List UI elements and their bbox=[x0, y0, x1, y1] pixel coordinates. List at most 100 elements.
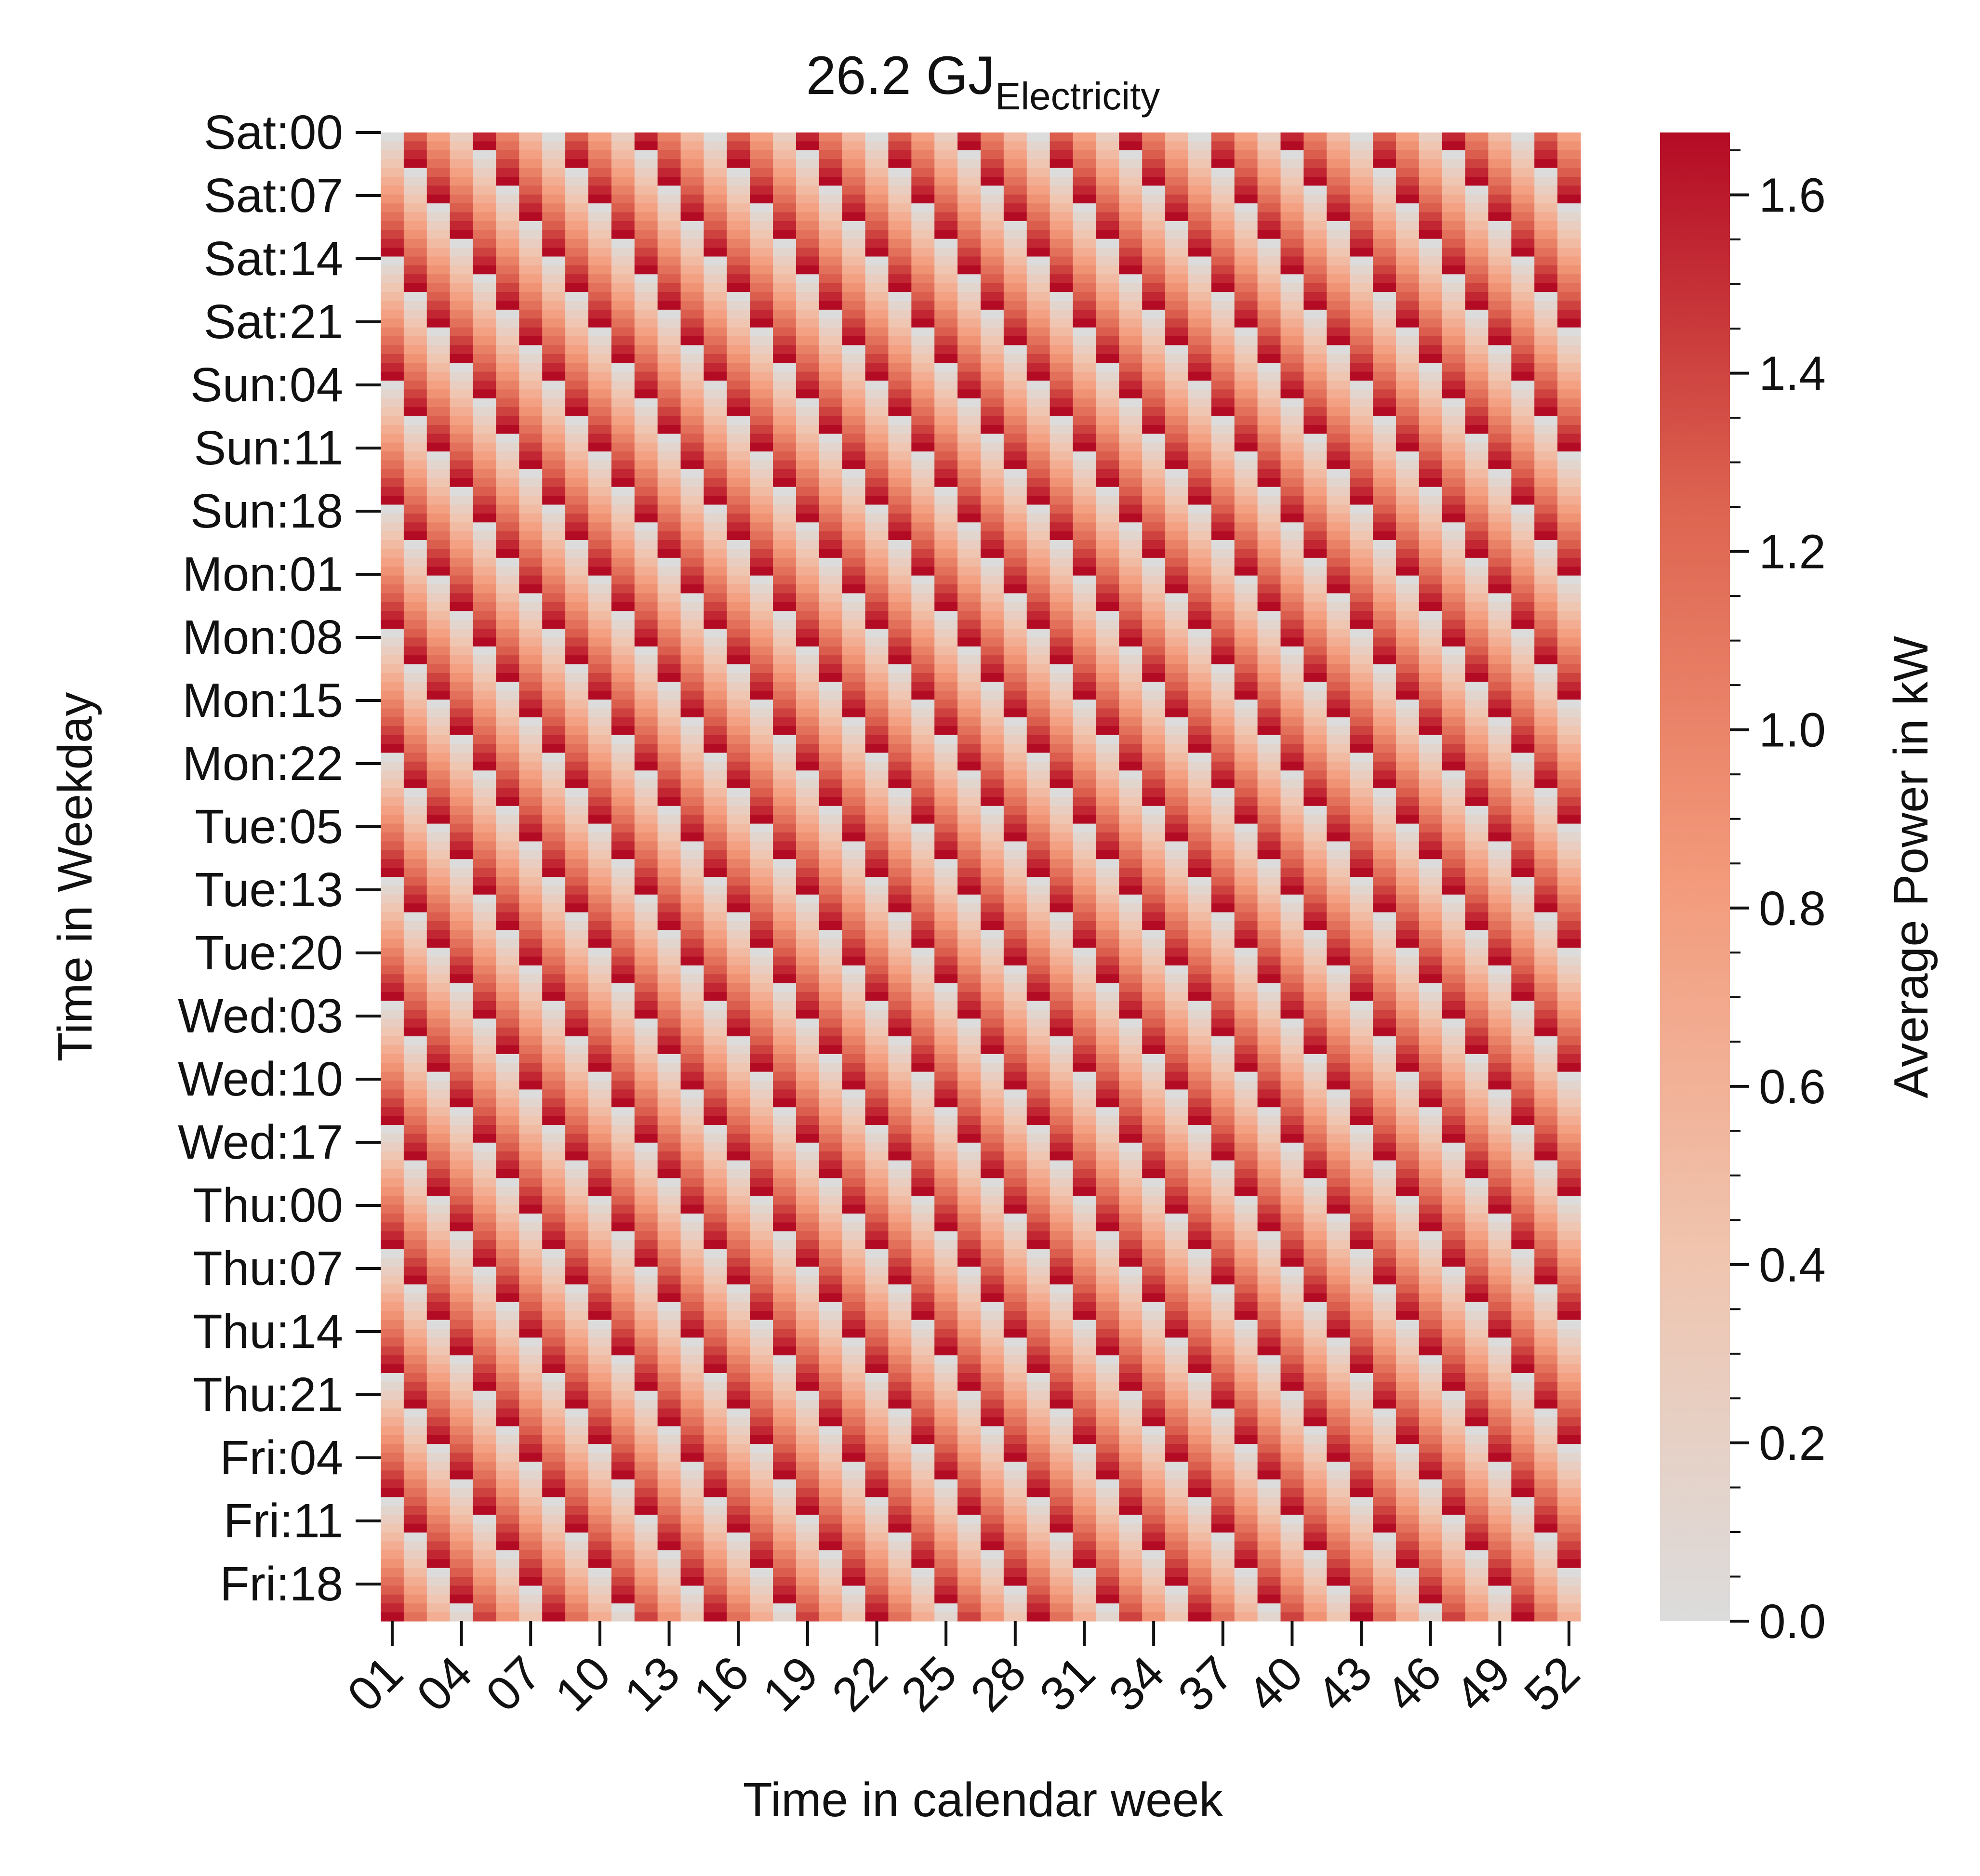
heatmap-cell bbox=[519, 948, 543, 957]
heatmap-cell bbox=[450, 726, 474, 736]
heatmap-cell bbox=[750, 1470, 773, 1480]
heatmap-cell bbox=[542, 1213, 566, 1223]
heatmap-cell bbox=[426, 194, 451, 204]
heatmap-cell bbox=[542, 301, 566, 310]
heatmap-cell bbox=[957, 416, 981, 425]
heatmap-cell bbox=[1003, 1257, 1027, 1267]
heatmap-cell bbox=[773, 256, 797, 266]
heatmap-cell bbox=[1003, 540, 1027, 550]
heatmap-cell bbox=[426, 700, 451, 709]
heatmap-cell bbox=[981, 1435, 1004, 1444]
heatmap-cell bbox=[796, 176, 820, 186]
heatmap-cell bbox=[934, 1533, 958, 1542]
heatmap-cell bbox=[842, 1187, 866, 1196]
heatmap-cell bbox=[542, 744, 566, 753]
heatmap-cell bbox=[680, 168, 704, 177]
heatmap-cell bbox=[680, 1213, 704, 1223]
heatmap-cell bbox=[865, 203, 889, 213]
heatmap-cell bbox=[750, 221, 773, 230]
heatmap-cell bbox=[450, 478, 474, 488]
heatmap-cell bbox=[1050, 531, 1074, 541]
heatmap-cell bbox=[773, 832, 797, 842]
heatmap-cell bbox=[519, 265, 543, 275]
heatmap-cell bbox=[911, 557, 935, 567]
heatmap-cell bbox=[1026, 301, 1050, 310]
heatmap-cell bbox=[588, 389, 612, 399]
heatmap-cell bbox=[842, 1400, 866, 1409]
heatmap-cell bbox=[957, 256, 981, 266]
heatmap-cell bbox=[680, 185, 704, 195]
heatmap-cell bbox=[981, 1081, 1004, 1090]
heatmap-cell bbox=[634, 1408, 658, 1418]
heatmap-cell bbox=[519, 1311, 543, 1321]
heatmap-cell bbox=[704, 496, 727, 505]
heatmap-cell bbox=[634, 407, 658, 417]
heatmap-cell bbox=[426, 894, 451, 904]
heatmap-cell bbox=[473, 717, 497, 727]
heatmap-cell bbox=[957, 1603, 981, 1613]
heatmap-cell bbox=[957, 557, 981, 567]
heatmap-cell bbox=[426, 664, 451, 674]
heatmap-cell bbox=[981, 735, 1004, 744]
heatmap-cell bbox=[1003, 1240, 1027, 1250]
heatmap-cell bbox=[1026, 292, 1050, 302]
heatmap-cell bbox=[450, 974, 474, 984]
heatmap-cell bbox=[888, 664, 912, 674]
heatmap-cell bbox=[750, 1506, 773, 1515]
heatmap-cell bbox=[565, 1444, 589, 1453]
heatmap-cell bbox=[519, 1249, 543, 1258]
heatmap-cell bbox=[842, 620, 866, 629]
heatmap-cell bbox=[750, 1346, 773, 1356]
heatmap-cell bbox=[1026, 1293, 1050, 1303]
heatmap-cell bbox=[473, 1018, 497, 1028]
heatmap-cell bbox=[403, 1355, 427, 1365]
heatmap-cell bbox=[1050, 885, 1074, 895]
heatmap-cell bbox=[750, 983, 773, 992]
heatmap-cell bbox=[819, 1515, 843, 1524]
heatmap-cell bbox=[1050, 159, 1074, 169]
heatmap-cell bbox=[634, 159, 658, 169]
heatmap-cell bbox=[657, 1284, 681, 1294]
heatmap-cell bbox=[1003, 753, 1027, 762]
heatmap-cell bbox=[403, 1187, 427, 1196]
heatmap-cell bbox=[1003, 646, 1027, 656]
heatmap-cell bbox=[1026, 132, 1050, 142]
heatmap-cell bbox=[403, 141, 427, 151]
heatmap-cell bbox=[680, 1284, 704, 1294]
heatmap-cell bbox=[1026, 726, 1050, 736]
heatmap-cell bbox=[934, 753, 958, 762]
heatmap-cell bbox=[1050, 1018, 1074, 1028]
heatmap-cell bbox=[981, 948, 1004, 957]
heatmap-cell bbox=[565, 1240, 589, 1250]
heatmap-cell bbox=[519, 903, 543, 913]
heatmap-cell bbox=[473, 700, 497, 709]
heatmap-cell bbox=[565, 806, 589, 815]
heatmap-cell bbox=[796, 540, 820, 550]
heatmap-cell bbox=[1003, 1311, 1027, 1321]
heatmap-cell bbox=[750, 850, 773, 859]
heatmap-cell bbox=[819, 567, 843, 576]
heatmap-cell bbox=[403, 513, 427, 523]
heatmap-cell bbox=[1050, 434, 1074, 443]
heatmap-cell bbox=[680, 1142, 704, 1152]
heatmap-cell bbox=[911, 602, 935, 611]
heatmap-cell bbox=[450, 1054, 474, 1063]
heatmap-cell bbox=[634, 1009, 658, 1019]
heatmap-cell bbox=[981, 1585, 1004, 1595]
heatmap-cell bbox=[473, 1169, 497, 1178]
heatmap-cell bbox=[911, 1355, 935, 1365]
heatmap-cell bbox=[450, 575, 474, 585]
heatmap-cell bbox=[565, 788, 589, 798]
heatmap-cell bbox=[1003, 974, 1027, 984]
heatmap-cell bbox=[773, 469, 797, 478]
heatmap-cell bbox=[934, 150, 958, 159]
heatmap-cell bbox=[634, 1550, 658, 1559]
heatmap-cell bbox=[842, 1355, 866, 1365]
heatmap-cell bbox=[473, 194, 497, 204]
heatmap-cell bbox=[588, 948, 612, 957]
heatmap-cell bbox=[403, 806, 427, 815]
heatmap-cell bbox=[403, 797, 427, 806]
heatmap-cell bbox=[888, 797, 912, 806]
heatmap-cell bbox=[519, 1071, 543, 1081]
heatmap-cell bbox=[381, 1603, 404, 1613]
